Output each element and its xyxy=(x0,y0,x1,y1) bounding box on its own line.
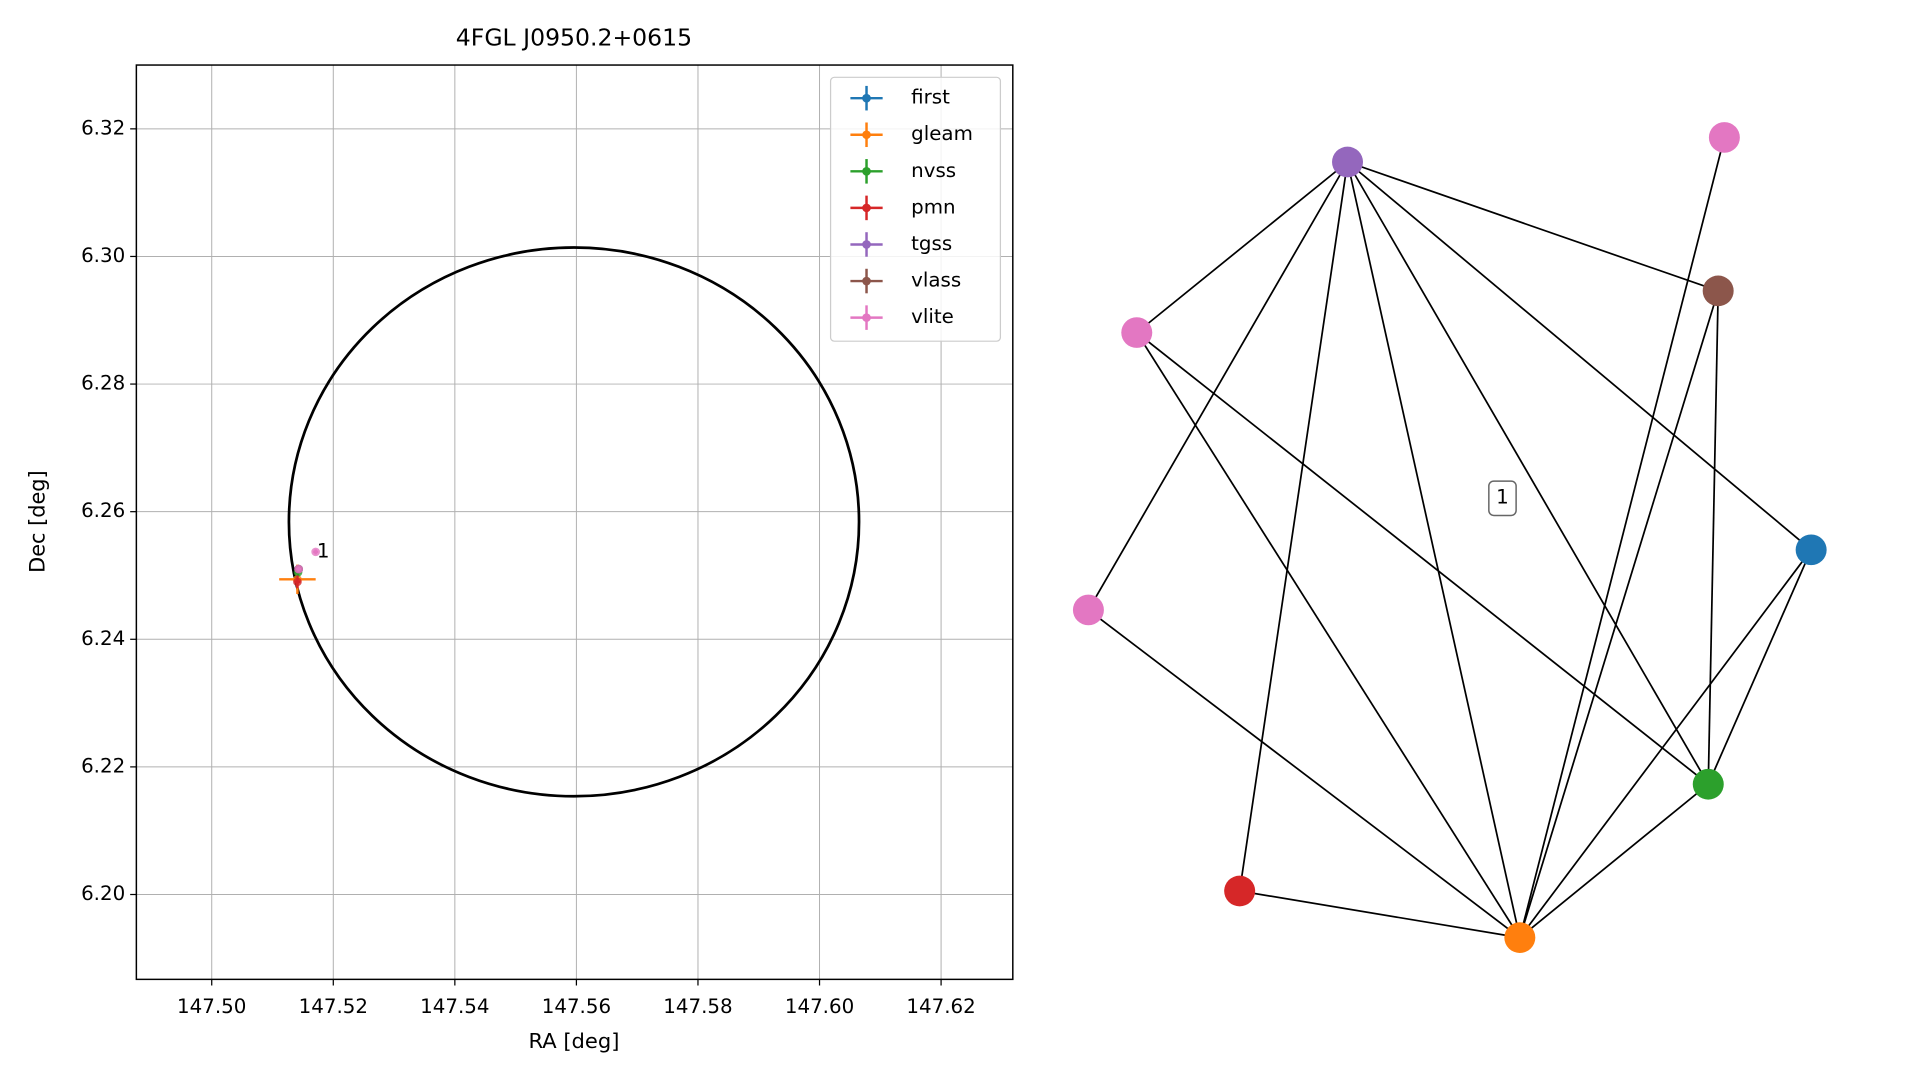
edge xyxy=(1346,161,1710,785)
node xyxy=(1702,275,1734,307)
edge xyxy=(1136,331,1709,785)
point xyxy=(311,547,321,557)
chart-title: 4FGL J0950.2+0615 xyxy=(456,24,692,52)
edge xyxy=(1707,549,1812,785)
x-tick-label: 147.58 xyxy=(663,995,732,1018)
x-tick-label: 147.52 xyxy=(299,995,368,1018)
edge xyxy=(1518,137,1726,938)
node xyxy=(1224,875,1256,907)
legend-marker xyxy=(862,276,871,286)
legend-box xyxy=(829,76,1002,342)
node xyxy=(1072,594,1104,626)
edge xyxy=(1707,290,1720,785)
point xyxy=(294,564,303,574)
edge xyxy=(1087,161,1349,611)
node xyxy=(1692,768,1724,800)
legend-label: gleam xyxy=(911,122,973,145)
edge xyxy=(1346,161,1812,551)
legend-marker xyxy=(862,167,871,176)
error-ellipse xyxy=(287,246,861,798)
node xyxy=(1332,146,1364,178)
x-tick-label: 147.60 xyxy=(785,995,854,1018)
edge xyxy=(1136,332,1521,939)
y-tick-label: 6.28 xyxy=(81,372,125,395)
y-tick-label: 6.24 xyxy=(81,627,125,650)
node xyxy=(1504,922,1536,953)
y-tick-label: 6.22 xyxy=(81,754,125,777)
node xyxy=(1795,534,1827,566)
x-tick-label: 147.56 xyxy=(542,995,611,1018)
node-group-label: 1 xyxy=(1496,486,1509,509)
edge xyxy=(1087,609,1521,939)
edge xyxy=(1238,161,1349,892)
legend-marker xyxy=(862,93,871,103)
legend-label: nvss xyxy=(911,159,956,182)
edge xyxy=(1519,783,1709,939)
edge xyxy=(1346,161,1521,938)
legend-label: pmn xyxy=(911,195,955,218)
node xyxy=(1708,122,1740,153)
edge xyxy=(1518,290,1720,938)
y-tick-label: 6.30 xyxy=(81,244,125,267)
legend-label: vlass xyxy=(911,269,961,292)
edge xyxy=(1347,161,1719,292)
legend-marker xyxy=(862,130,871,140)
label-box xyxy=(1488,480,1517,517)
x-tick-label: 147.62 xyxy=(906,995,975,1018)
legend-label: vlite xyxy=(911,305,954,328)
point xyxy=(293,577,302,587)
x-tick-label: 147.50 xyxy=(177,995,246,1018)
annotation: 1 xyxy=(317,539,330,562)
legend-marker xyxy=(862,240,871,249)
legend-label: first xyxy=(911,86,950,109)
node xyxy=(1121,317,1153,348)
y-tick-label: 6.32 xyxy=(81,116,125,139)
edge xyxy=(1239,890,1520,939)
x-tick-label: 147.54 xyxy=(420,995,489,1018)
y-tick-label: 6.20 xyxy=(81,882,125,905)
x-axis-label: RA [deg] xyxy=(528,1029,619,1053)
plot-frame xyxy=(135,64,1014,981)
y-axis-label: Dec [deg] xyxy=(25,470,49,573)
edge xyxy=(1136,161,1349,334)
legend-label: tgss xyxy=(911,232,952,255)
y-tick-label: 6.26 xyxy=(81,499,125,522)
edge xyxy=(1519,549,1812,939)
legend-marker xyxy=(862,203,871,213)
legend-marker xyxy=(862,313,871,322)
